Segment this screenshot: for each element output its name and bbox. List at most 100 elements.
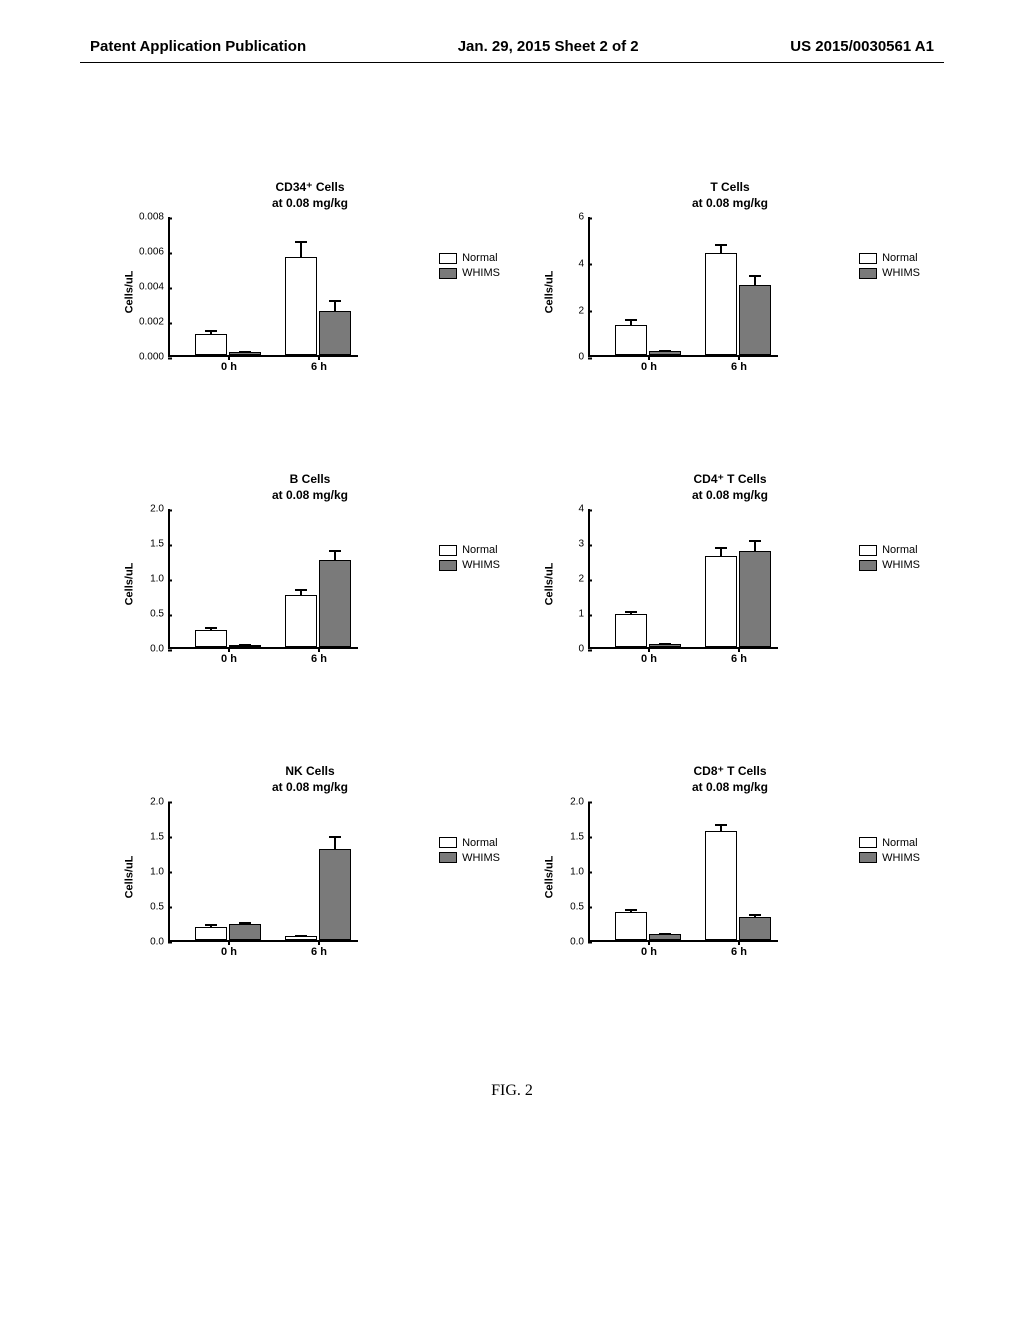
bar-group xyxy=(285,849,351,940)
axes: 0 h6 h xyxy=(168,217,358,357)
chart-title: CD34⁺ Cellsat 0.08 mg/kg xyxy=(120,180,500,211)
chart-body: Cells/uL0.00.51.01.52.00 h6 hNormalWHIMS xyxy=(540,802,920,952)
plot-area: 0.00.51.01.52.00 h6 h xyxy=(168,802,358,942)
y-tick: 2 xyxy=(578,305,588,316)
x-tick-label: 6 h xyxy=(731,647,747,665)
error-bar xyxy=(754,275,756,287)
error-bar xyxy=(720,244,722,253)
axes: 0 h6 h xyxy=(588,217,778,357)
chart-title: CD8⁺ T Cellsat 0.08 mg/kg xyxy=(540,764,920,795)
bar-group xyxy=(705,551,771,647)
bar-normal xyxy=(285,595,317,648)
y-tick: 2.0 xyxy=(570,796,588,807)
x-tick-label: 6 h xyxy=(311,647,327,665)
error-bar xyxy=(300,241,302,259)
axes: 0 h6 h xyxy=(588,802,778,942)
y-tick: 0 xyxy=(578,644,588,655)
bar-normal xyxy=(195,334,227,355)
legend-label: Normal xyxy=(462,544,497,556)
legend-item-whims: WHIMS xyxy=(439,267,500,279)
legend: NormalWHIMS xyxy=(859,252,920,282)
chart-body: Cells/uL 0.00.51.01.52.00 h6 h Normal WHIMS xyxy=(120,802,500,952)
legend: Normal WHIMS xyxy=(859,544,920,574)
error-bar xyxy=(244,351,246,353)
legend-swatch-icon xyxy=(439,852,457,863)
error-bar xyxy=(630,611,632,615)
error-bar xyxy=(210,924,212,928)
legend-swatch-icon xyxy=(859,852,877,863)
legend-swatch-icon xyxy=(439,268,457,279)
bar-normal xyxy=(195,927,227,940)
y-tick: 1.5 xyxy=(570,831,588,842)
legend-swatch-icon xyxy=(439,253,457,264)
y-tick: 1.0 xyxy=(150,574,168,585)
bar-group xyxy=(615,614,681,647)
bar-whims xyxy=(319,311,351,355)
y-axis-label: Cells/uL xyxy=(123,855,135,898)
legend: Normal WHIMS xyxy=(439,252,500,282)
legend-item-normal: Normal xyxy=(859,544,920,556)
error-bar xyxy=(244,644,246,646)
legend-label: WHIMS xyxy=(882,852,920,864)
y-tick: 6 xyxy=(578,212,588,223)
legend-item-normal: Normal xyxy=(439,837,500,849)
legend-label: Normal xyxy=(462,252,497,264)
error-bar xyxy=(754,914,756,918)
x-tick-label: 0 h xyxy=(641,355,657,373)
bar-normal xyxy=(285,257,317,355)
bar-group xyxy=(195,630,261,648)
bar-group xyxy=(615,325,681,355)
legend-label: WHIMS xyxy=(462,267,500,279)
error-bar xyxy=(300,589,302,596)
y-tick: 3 xyxy=(578,539,588,550)
legend-item-whims: WHIMS xyxy=(859,852,920,864)
y-axis-label: Cells/uL xyxy=(543,563,555,606)
y-tick: 0.0 xyxy=(150,936,168,947)
y-tick: 0.5 xyxy=(150,901,168,912)
error-bar xyxy=(720,824,722,832)
error-bar xyxy=(664,350,666,352)
y-axis-label: Cells/uL xyxy=(543,855,555,898)
legend-label: Normal xyxy=(882,544,917,556)
legend-item-whims: WHIMS xyxy=(859,559,920,571)
header-rule xyxy=(80,62,944,63)
error-bar xyxy=(664,933,666,935)
legend-label: Normal xyxy=(462,837,497,849)
legend-item-normal: Normal xyxy=(439,544,500,556)
legend-label: WHIMS xyxy=(462,559,500,571)
header-right: US 2015/0030561 A1 xyxy=(790,38,934,55)
x-tick-label: 0 h xyxy=(641,940,657,958)
bar-normal xyxy=(615,912,647,940)
plot-area: 012340 h6 h xyxy=(588,509,778,649)
chart-title: B Cellsat 0.08 mg/kg xyxy=(120,472,500,503)
chart-body: Cells/uL02460 h6 hNormalWHIMS xyxy=(540,217,920,367)
legend-item-normal: Normal xyxy=(439,252,500,264)
y-tick: 2.0 xyxy=(150,504,168,515)
legend-item-normal: Normal xyxy=(859,252,920,264)
chart-body: Cells/uL0.00.51.01.52.00 h6 hNormalWHIMS xyxy=(120,509,500,659)
y-tick: 1 xyxy=(578,609,588,620)
y-tick: 2.0 xyxy=(150,796,168,807)
legend-item-normal: Normal xyxy=(859,837,920,849)
chart-cd34: CD34⁺ Cellsat 0.08 mg/kgCells/uL0.0000.0… xyxy=(120,180,500,367)
error-bar xyxy=(720,547,722,558)
x-tick-label: 6 h xyxy=(731,940,747,958)
y-tick: 1.0 xyxy=(150,866,168,877)
y-tick: 1.5 xyxy=(150,539,168,550)
legend-swatch-icon xyxy=(859,253,877,264)
chart-cd4: CD4⁺ T Cellsat 0.08 mg/kgCells/uL012340 … xyxy=(540,472,920,659)
y-tick: 0.008 xyxy=(139,212,168,223)
bar-whims xyxy=(319,849,351,940)
chart-title: T Cellsat 0.08 mg/kg xyxy=(540,180,920,211)
y-tick: 0 xyxy=(578,352,588,363)
axes: 0 h6 h xyxy=(588,509,778,649)
figure-caption: FIG. 2 xyxy=(0,1082,1024,1100)
bar-normal xyxy=(705,556,737,647)
error-bar xyxy=(630,909,632,913)
legend-swatch-icon xyxy=(439,560,457,571)
bar-group xyxy=(705,831,771,940)
bar-normal xyxy=(615,325,647,355)
y-tick: 4 xyxy=(578,504,588,515)
error-bar xyxy=(754,540,756,552)
legend-item-whims: WHIMS xyxy=(439,852,500,864)
